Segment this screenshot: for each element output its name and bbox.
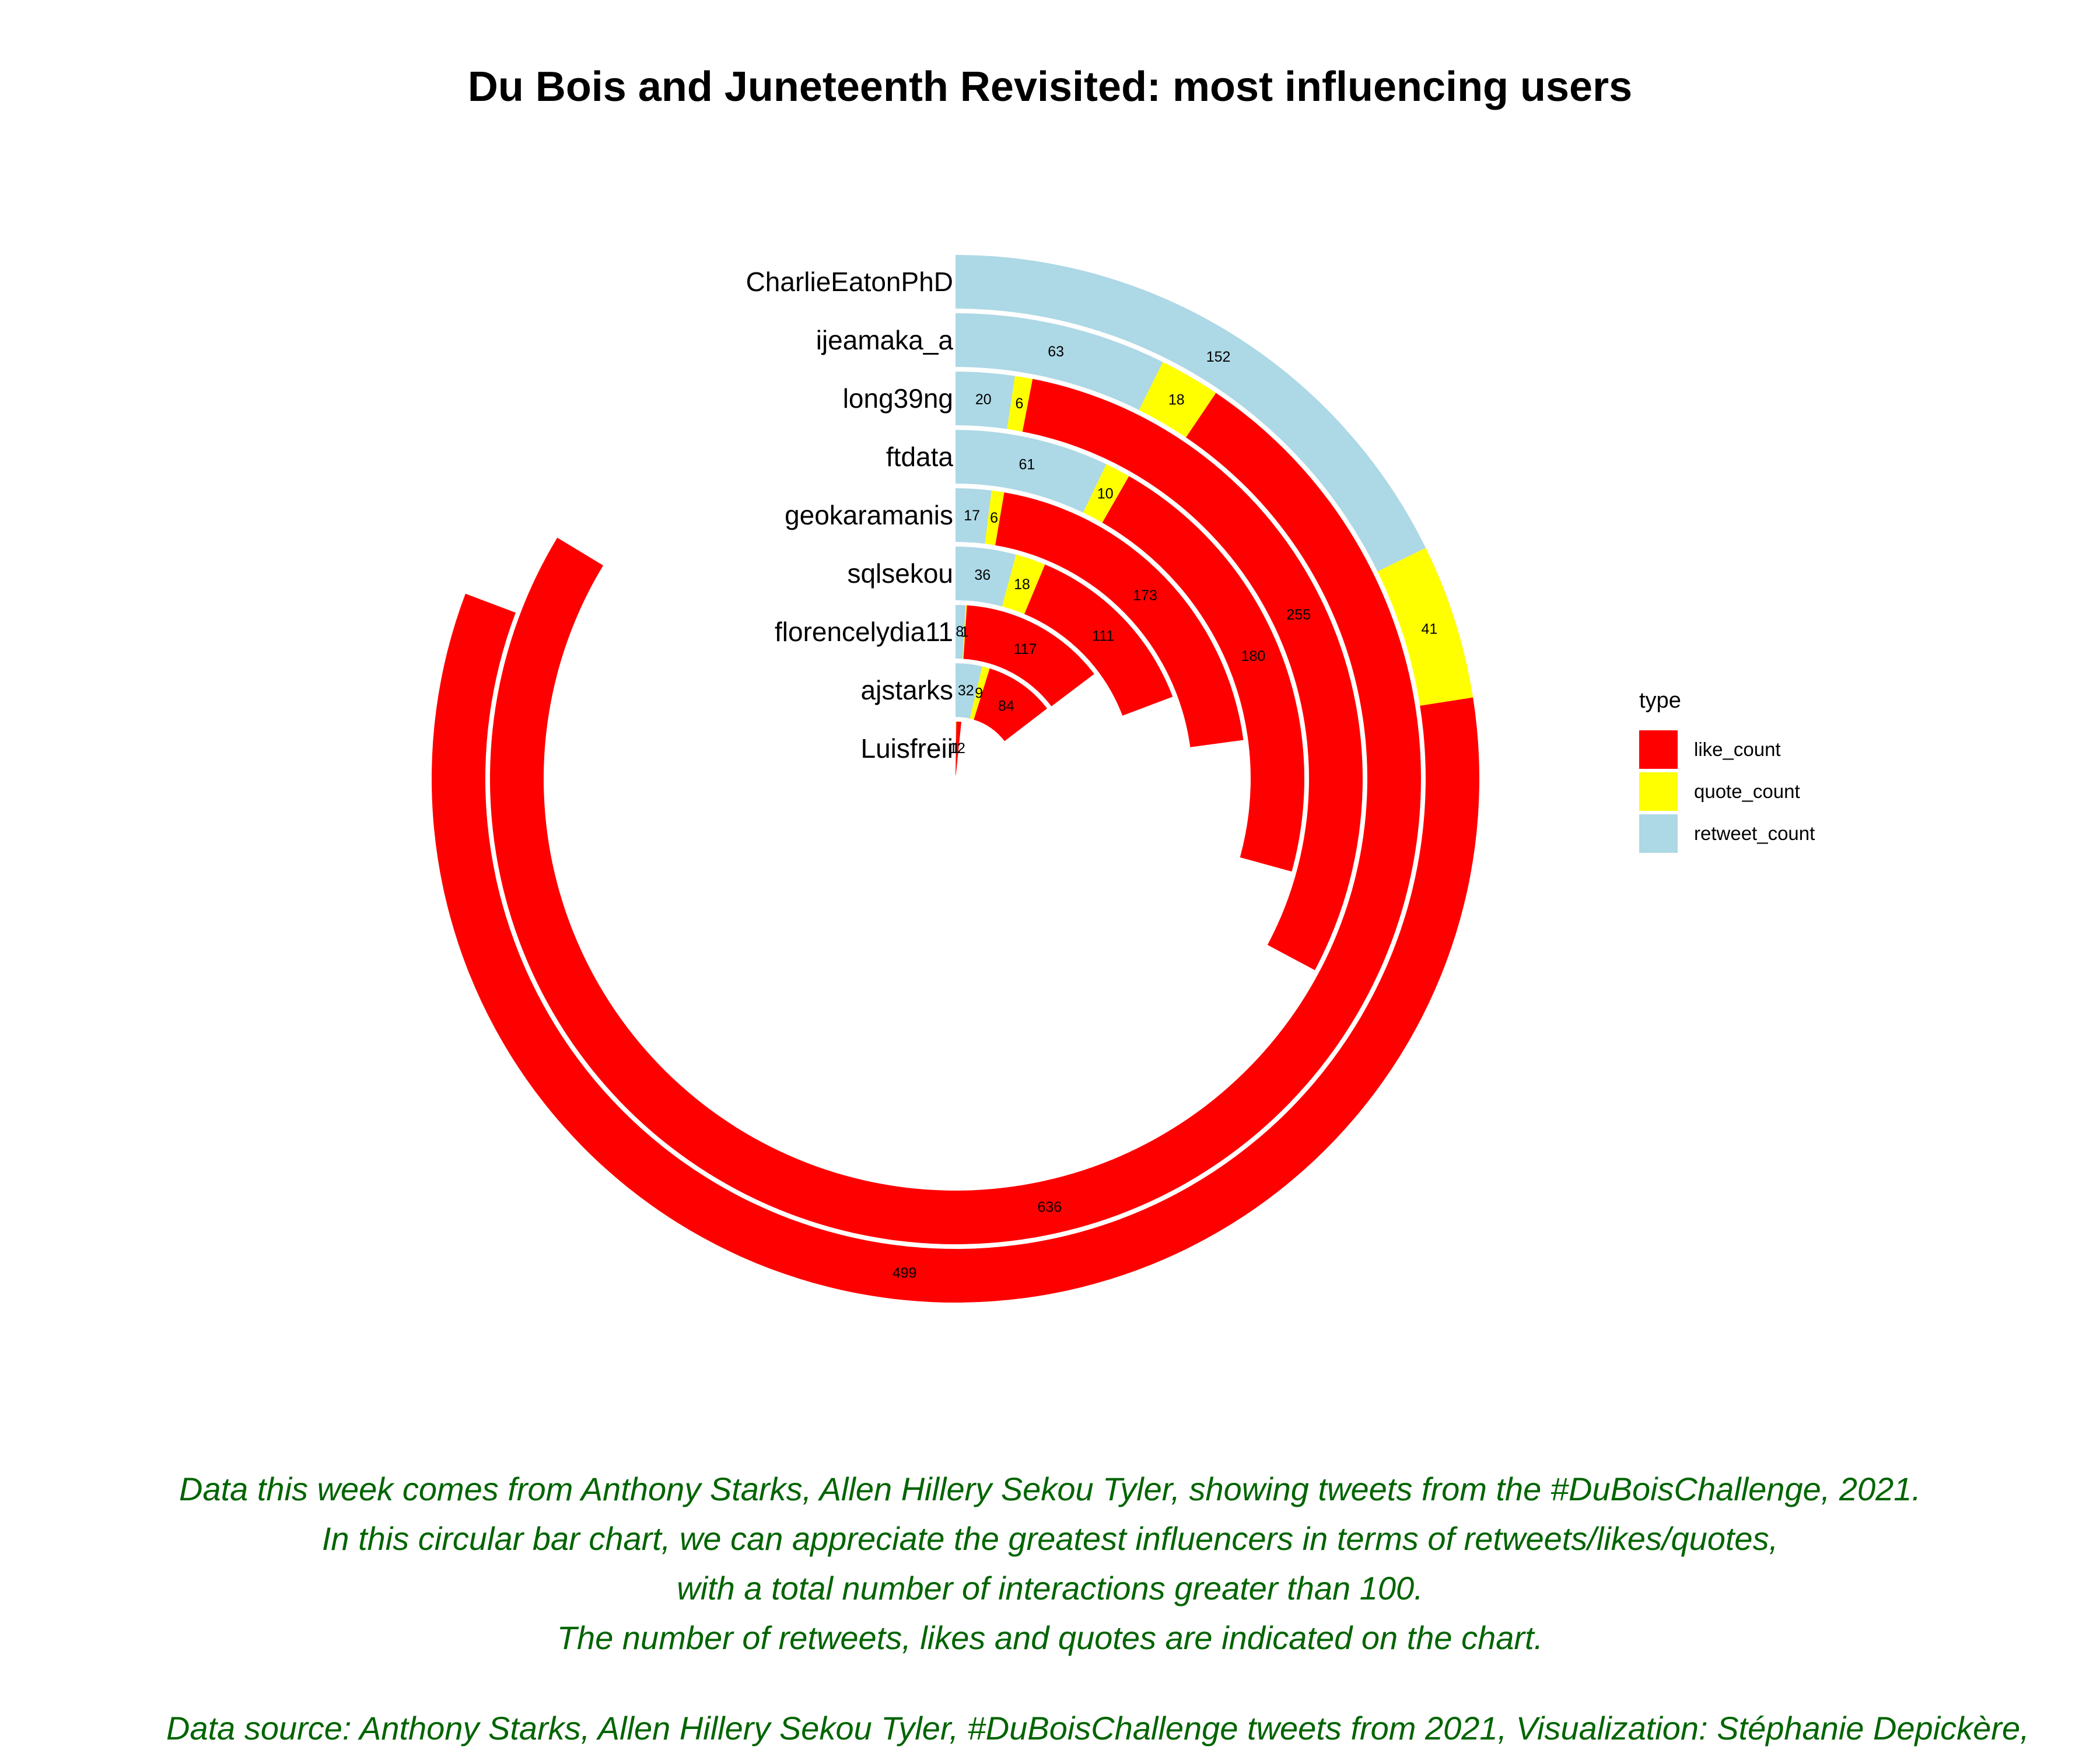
bar-sqlsekou-quote-count xyxy=(1002,554,1045,614)
bar-ftdata-quote-count xyxy=(1083,464,1129,523)
user-label-geokaramanis: geokaramanis xyxy=(785,500,953,530)
value-label-florencelydia11-like-count: 117 xyxy=(1014,641,1037,657)
bar-ijeamaka-a-quote-count xyxy=(1139,362,1216,438)
legend-item-retweet-count: retweet_count xyxy=(1639,813,1815,855)
user-label-charlieeatonphd: CharlieEatonPhD xyxy=(746,267,953,297)
user-label-florencelydia11: florencelydia11 xyxy=(775,617,953,647)
user-label-ijeamaka-a: ijeamaka_a xyxy=(816,325,954,355)
value-label-charlieeatonphd-retweet-count: 152 xyxy=(1206,349,1231,365)
value-label-long39ng-like-count: 255 xyxy=(1287,607,1311,623)
caption-source: Data source: Anthony Starks, Allen Hille… xyxy=(166,1710,2029,1746)
value-label-florencelydia11-quote-count: 1 xyxy=(961,624,969,640)
legend-swatch-quote-count xyxy=(1639,772,1678,811)
value-label-ftdata-like-count: 180 xyxy=(1241,648,1266,664)
legend-swatch-like-count xyxy=(1639,730,1678,769)
value-label-geokaramanis-retweet-count: 17 xyxy=(964,508,980,524)
value-label-ajstarks-like-count: 84 xyxy=(998,698,1014,714)
value-label-ijeamaka-a-quote-count: 18 xyxy=(1168,391,1185,408)
user-label-long39ng: long39ng xyxy=(843,383,953,414)
user-label-ajstarks: ajstarks xyxy=(861,675,953,705)
value-label-luisfreii-quote-count: 1 xyxy=(952,740,960,757)
bar-ftdata-retweet-count xyxy=(956,430,1107,513)
value-label-sqlsekou-like-count: 111 xyxy=(1092,628,1114,644)
legend-title: type xyxy=(1639,688,1681,713)
value-label-long39ng-retweet-count: 20 xyxy=(975,391,992,408)
value-label-long39ng-quote-count: 6 xyxy=(1015,396,1023,412)
bar-ijeamaka-a-retweet-count xyxy=(956,313,1163,410)
bar-ajstarks-retweet-count xyxy=(956,663,983,719)
user-label-sqlsekou: sqlsekou xyxy=(847,558,953,589)
bar-ftdata-like-count xyxy=(1102,476,1304,872)
bar-geokaramanis-like-count xyxy=(995,492,1244,747)
legend-label-like-count: like_count xyxy=(1694,738,1781,760)
chart-user-labels: CharlieEatonPhD ijeamaka_a long39ng ftdata g… xyxy=(746,267,954,764)
value-label-charlieeatonphd-quote-count: 41 xyxy=(1421,621,1437,637)
bar-charlieeatonphd-retweet-count xyxy=(956,255,1426,572)
value-label-ftdata-quote-count: 10 xyxy=(1097,485,1114,502)
value-label-ajstarks-retweet-count: 32 xyxy=(958,682,974,699)
value-label-geokaramanis-like-count: 173 xyxy=(1133,587,1157,604)
value-label-sqlsekou-retweet-count: 36 xyxy=(974,567,991,583)
legend-label-retweet-count: retweet_count xyxy=(1694,822,1815,844)
legend-swatch-retweet-count xyxy=(1639,814,1678,853)
bar-sqlsekou-like-count xyxy=(1024,564,1173,716)
bar-geokaramanis-quote-count xyxy=(985,490,1005,545)
bar-charlieeatonphd-quote-count xyxy=(1377,548,1474,706)
bar-florencelydia11-like-count xyxy=(963,605,1094,706)
bar-geokaramanis-retweet-count xyxy=(956,488,992,544)
user-label-luisfreii: Luisfreii xyxy=(860,733,953,764)
value-label-luisfreii-retweet-count: 1 xyxy=(951,740,960,757)
value-label-geokaramanis-quote-count: 6 xyxy=(990,510,998,526)
caption-line-2: In this circular bar chart, we can appre… xyxy=(321,1520,1779,1557)
bar-long39ng-like-count xyxy=(1022,379,1363,971)
caption-line-4: The number of retweets, likes and quotes… xyxy=(556,1619,1544,1656)
bar-long39ng-retweet-count xyxy=(956,372,1015,429)
bar-florencelydia11-retweet-count xyxy=(956,605,966,659)
bar-ajstarks-quote-count xyxy=(970,666,990,720)
caption-line-1: Data this week comes from Anthony Starks… xyxy=(179,1471,1921,1507)
bar-long39ng-quote-count xyxy=(1007,376,1033,432)
value-label-ijeamaka-a-retweet-count: 63 xyxy=(1048,344,1064,360)
bar-sqlsekou-retweet-count xyxy=(956,547,1016,607)
value-label-florencelydia11-retweet-count: 8 xyxy=(956,624,964,640)
chart-title: Du Bois and Juneteenth Revisited: most i… xyxy=(467,64,1633,110)
legend-label-quote-count: quote_count xyxy=(1694,780,1800,802)
value-label-ajstarks-quote-count: 9 xyxy=(975,685,983,701)
value-label-sqlsekou-quote-count: 18 xyxy=(1014,576,1030,593)
legend-item-quote-count: quote_count xyxy=(1639,771,1815,813)
legend-item-like-count: like_count xyxy=(1639,729,1815,771)
bar-ajstarks-like-count xyxy=(974,668,1048,741)
bar-luisfreii-like-count xyxy=(956,722,962,776)
bar-florencelydia11-quote-count xyxy=(963,605,967,659)
value-label-luisfreii-like-count: 12 xyxy=(949,740,965,757)
value-label-ftdata-retweet-count: 61 xyxy=(1019,457,1035,473)
caption: Data this week comes from Anthony Starks… xyxy=(0,1464,2100,1662)
legend: type like_count quote_count retweet_coun… xyxy=(1639,688,1815,855)
user-label-ftdata: ftdata xyxy=(886,442,954,472)
chart-bars xyxy=(431,255,1479,1303)
value-label-charlieeatonphd-like-count: 499 xyxy=(892,1265,917,1282)
caption-line-3: with a total number of interactions grea… xyxy=(677,1570,1423,1606)
value-label-ijeamaka-a-like-count: 636 xyxy=(1038,1199,1062,1215)
